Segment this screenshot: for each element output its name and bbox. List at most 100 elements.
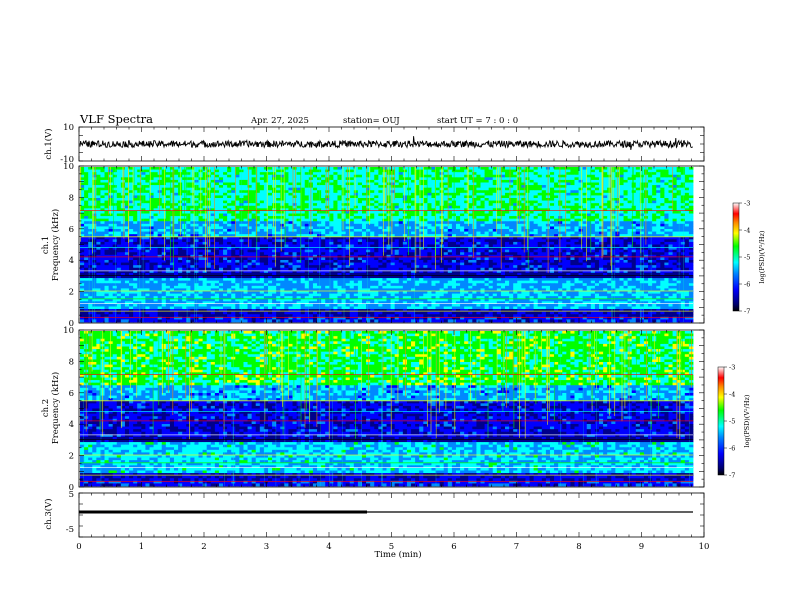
spectrogram-cell [243,218,248,222]
spectrogram-cell [104,174,110,178]
spectrogram-cell [537,190,543,194]
spectrogram-cell [349,244,355,248]
spectrogram-cell [513,208,518,212]
spectrogram-cell [374,167,379,170]
spectrogram-cell [288,205,293,209]
spectrogram-cell [492,223,498,227]
spectrogram-cell [243,203,248,207]
spectrogram-cell [676,249,682,253]
spectrogram-cell [635,239,641,243]
spectrogram-cell [374,239,379,243]
spectrogram-cell [149,218,154,222]
spectrogram-cell [80,174,85,178]
spectrogram-cell [549,226,555,230]
spectrogram-cell [566,172,571,176]
spectrogram-cell [648,221,653,225]
spectrogram-cell [296,249,302,253]
spectrogram-cell [607,216,612,220]
spectrogram-cell [660,177,665,181]
spectrogram-cell [566,174,571,178]
spectrogram-cell [476,241,481,245]
spectrogram-cell [419,167,424,170]
spectrogram-cell [672,244,678,248]
spectrogram-cell [590,210,596,214]
spectrogram-cell [370,177,375,181]
spectrogram-cell [411,210,416,214]
spectrogram-cell [533,187,539,191]
spectrogram-cell [312,179,318,183]
spectrogram-cell [284,216,289,220]
spectrogram-cell [435,169,441,173]
spectrogram-cell [619,234,624,238]
spectrogram-cell [296,179,302,183]
spectrogram-cell [227,210,232,214]
spectrogram-cell [284,167,289,170]
spectrogram-cell [664,182,669,186]
spectrogram-cell [562,179,567,183]
spectrogram-cell [431,182,436,186]
spectrogram-cell [549,190,555,194]
spectrogram-cell [390,244,396,248]
spectrogram-cell [500,234,506,238]
spectrogram-cell [447,231,453,235]
spectrogram-cell [280,205,285,209]
spectrogram-cell [361,239,367,243]
spectrogram-cell [672,210,678,214]
spectrogram-cell [80,244,85,248]
spectrogram-cell [443,210,449,214]
spectrogram-cell [300,200,306,204]
spectrogram-cell [627,241,633,245]
spectrogram-cell [284,210,289,214]
spectrogram-cell [455,213,461,217]
spectrogram-cell [427,208,432,212]
spectrogram-cell [488,249,494,253]
spectrogram-cell [112,231,118,235]
spectrogram-cell [337,223,342,227]
spectrogram-cell [141,223,146,227]
spectrogram-cell [370,200,375,204]
spectrogram-cell [169,218,175,222]
spectrogram-cell [137,169,142,173]
spectrogram-cell [402,236,408,240]
spectrogram-cell [472,203,477,207]
spectrogram-cell [660,195,665,199]
spectrogram-cell [223,167,228,170]
spectrogram-cell [492,182,498,186]
spectrogram-cell [688,198,694,201]
spectrogram-cell [190,223,195,227]
spectrogram-cell [100,187,105,191]
spectrogram-cell [173,241,179,245]
spectrogram-cell [247,239,253,243]
spectrogram-cell [173,236,179,240]
spectrogram-cell [672,241,678,245]
spectrogram-cell [390,179,396,183]
spectrogram-cell [406,247,412,251]
spectrogram-cell [496,249,502,253]
spectrogram-cell [251,236,257,240]
spectrogram-cell [263,229,269,232]
spectrogram-cell [337,169,342,173]
spectrogram-cell [137,239,142,243]
spectrogram-cell [112,234,118,238]
spectrogram-cell [210,192,216,196]
spectrogram-cell [427,221,432,225]
spectrogram-cell [656,179,661,183]
spectrogram-cell [390,205,396,209]
spectrogram-cell [370,244,375,248]
spectrogram-cell [272,198,277,201]
spectrogram-cell [668,239,673,243]
spectrogram-cell [186,231,191,235]
spectrogram-cell [513,203,518,207]
spectrogram-cell [300,167,306,170]
spectrogram-cell [133,203,138,207]
spectrogram-cell [676,179,682,183]
spectrogram-cell [464,249,469,253]
spectrogram-cell [300,231,306,235]
spectrogram-cell [586,185,592,189]
spectrogram-cell [202,190,208,194]
spectrogram-cell [235,200,240,204]
spectrogram-cell [223,179,228,183]
spectrogram-cell [341,218,347,222]
spectrogram-cell [104,169,110,173]
spectrogram-cell [603,177,608,181]
